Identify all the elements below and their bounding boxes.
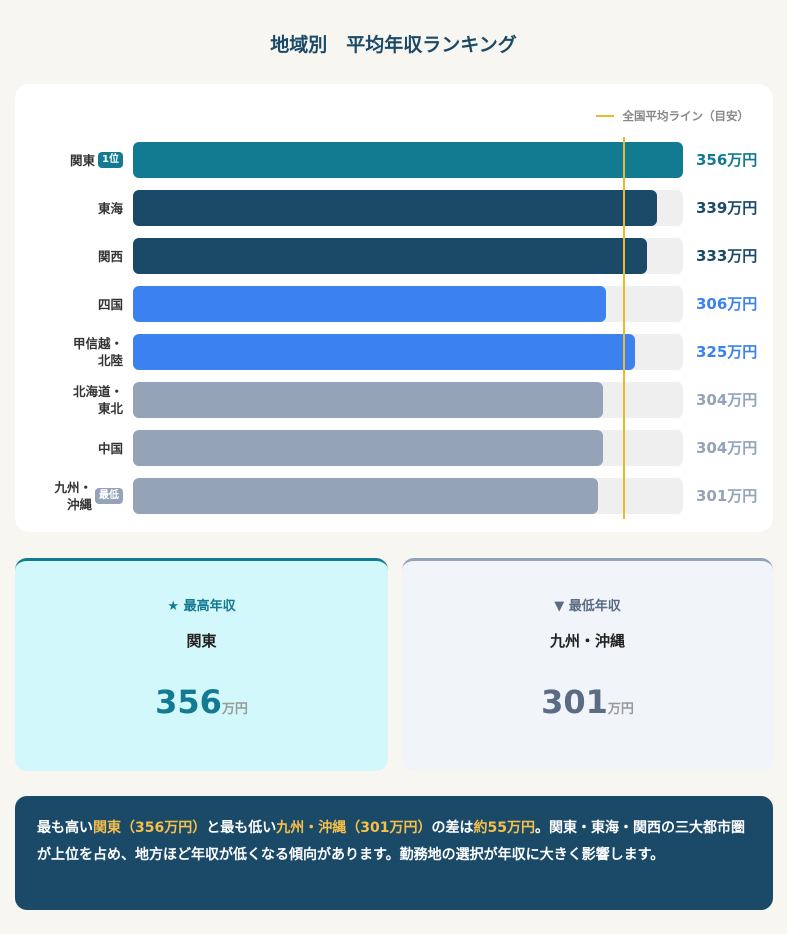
note-text: 。関東・東海・関西の三大都市圏が上位を占め、地方ほど年収が低くなる傾向があります… [37,820,745,863]
bar [133,430,603,466]
note-text: と最も低い [206,820,277,836]
rank-badge: 1位 [98,152,123,168]
value-label: 356万円 [696,151,758,169]
category-label: 甲信越・ 北陸 [43,334,123,370]
category-text: 四国 [97,296,123,312]
value-label: 304万円 [696,391,758,409]
note-highlight: 関東（356万円） [93,820,207,836]
bar [133,238,648,274]
card-value: 301 [541,683,608,721]
value-label: 306万円 [696,295,758,313]
page-title: 地域別 平均年収ランキング [270,34,517,56]
legend-text: 全国平均ライン（目安） [622,109,750,123]
value-label: 333万円 [696,247,758,265]
card-unit: 万円 [221,702,248,717]
legend-swatch [595,115,614,117]
bar [133,286,606,322]
card-unit: 万円 [607,702,634,717]
category-label: 関東 1位 [43,142,123,178]
bar [133,142,683,178]
bar [133,334,636,370]
category-text: 関西 [97,248,123,264]
card-region: 関東 [186,632,217,650]
category-label: 中国 [43,430,123,466]
bar [133,190,657,226]
chart-card: 関東 1位 356万円東海 339万円関西 333万円四国 306万円甲信越・ 北陸 325… [15,84,773,532]
category-text: 甲信越・ 北陸 [72,336,123,368]
category-text: 北海道・ 東北 [72,384,123,416]
card-region: 九州・沖縄 [549,632,625,650]
category-label: 東海 [43,190,123,226]
card-value-row: 356万円 [15,683,388,721]
card-value: 356 [155,683,222,721]
legend: 全国平均ライン（目安） [595,108,750,124]
category-label: 九州・ 沖縄 最低 [43,478,123,514]
note-text: の差は [431,820,474,836]
category-text: 中国 [97,440,123,456]
summary-card: ▼ 最低年収 九州・沖縄 301万円 [402,558,773,771]
category-text: 関東 [70,152,96,168]
note-highlight: 九州・沖縄（301万円） [276,820,432,836]
category-text: 九州・ 沖縄 [54,480,92,512]
card-label: ★ 最高年収 [167,599,236,614]
card-label: ▼ 最低年収 [554,599,621,614]
note-text: 最も高い [37,820,93,836]
rank-badge: 最低 [95,488,123,504]
reference-line [623,137,626,519]
bar [133,478,599,514]
note-highlight: 約55万円 [473,820,535,836]
summary-card: ★ 最高年収 関東 356万円 [15,558,388,771]
category-label: 四国 [43,286,123,322]
category-label: 関西 [43,238,123,274]
summary-note: 最も高い関東（356万円）と最も低い九州・沖縄（301万円）の差は約55万円。関… [15,796,773,910]
category-text: 東海 [97,200,123,216]
value-label: 301万円 [696,487,758,505]
card-value-row: 301万円 [402,683,773,721]
value-label: 304万円 [696,439,758,457]
bar [133,382,603,418]
value-label: 325万円 [696,343,758,361]
value-label: 339万円 [696,199,758,217]
category-label: 北海道・ 東北 [43,382,123,418]
